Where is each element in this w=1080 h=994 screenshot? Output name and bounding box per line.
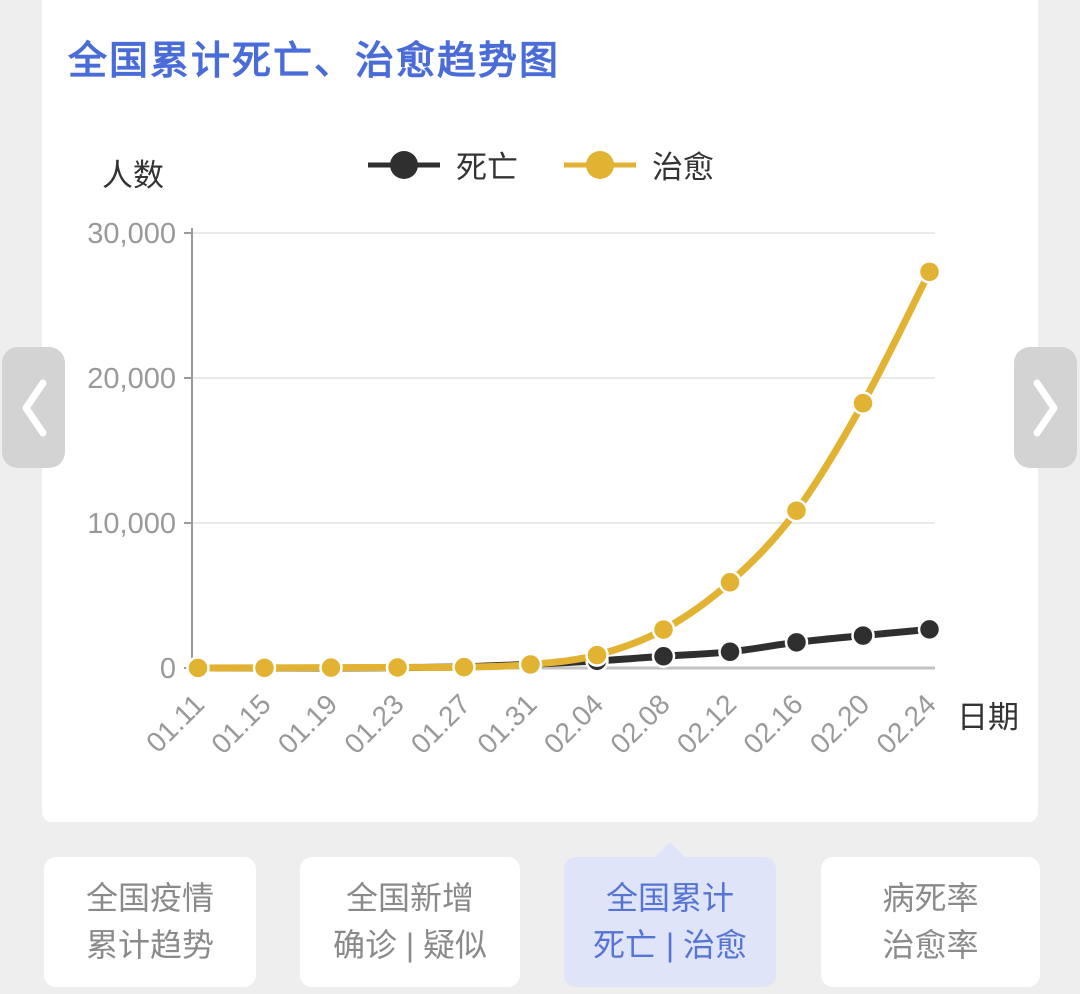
cured-data-point[interactable] [651,617,676,642]
cured-data-point[interactable] [252,656,277,680]
deaths-data-point[interactable] [718,640,742,664]
tab-label: 全国疫情 [85,880,214,916]
cured-data-point[interactable] [585,643,609,667]
tab-national-cumulative-death-cured[interactable]: 全国累计死亡 | 治愈 [564,842,776,987]
x-tick-label: 02.16 [737,688,808,759]
cured-series-line [194,268,933,672]
tab-label: 确诊 | 疑似 [332,927,488,963]
y-tick-label: 10,000 [87,508,176,540]
cured-data-point[interactable] [319,655,343,680]
tab-label: 全国新增 [345,880,474,916]
x-tick-label: 02.24 [870,688,941,759]
legend-item-cured[interactable]: 治愈 [562,142,714,187]
tab-national-new-confirmed-suspected[interactable]: 全国新增确诊 | 疑似 [300,857,520,987]
cured-data-point[interactable] [518,652,543,677]
x-tick-label: 01.23 [338,688,409,759]
legend-label: 治愈 [652,150,714,185]
chevron-left-icon [22,379,46,436]
y-axis-label: 人数 [102,158,164,193]
x-axis-label: 日期 [957,700,1019,735]
carousel-next-button[interactable] [1014,347,1077,468]
x-tick-label: 02.12 [671,688,742,759]
legend-marker-icon [368,150,440,179]
cured-data-point[interactable] [452,655,476,679]
tab-label: 病死率 [882,880,979,916]
x-tick-label: 01.11 [140,688,210,758]
cured-data-point[interactable] [851,391,875,415]
y-tick-label: 30,000 [87,218,176,250]
deaths-data-point[interactable] [851,623,875,648]
tab-label: 全国累计 [605,880,734,916]
y-tick-label: 20,000 [87,363,176,395]
chart-card: 全国累计死亡、治愈趋势图 死亡 治愈 人数 0 10,000 20,000 30,000… [42,0,1038,822]
x-tick-label: 01.27 [405,688,476,759]
x-tick-label: 01.31 [471,688,542,759]
legend-item-deaths[interactable]: 死亡 [366,142,518,187]
cured-data-point[interactable] [718,570,742,595]
x-tick-label: 02.08 [604,688,675,759]
cured-data-point[interactable] [385,655,410,680]
x-tick-label: 02.20 [804,688,875,759]
cured-data-point[interactable] [784,499,809,523]
tab-fatality-cure-rate[interactable]: 病死率 治愈率 [821,857,1040,987]
tab-bar: 全国疫情 累计趋势 全国新增 确诊 | 疑似 全国累计 死亡 | 治愈 病死率 治愈率 [0,822,1080,994]
chart-legend: 死亡 治愈 [42,142,1038,187]
cured-data-point[interactable] [186,656,210,680]
tab-label: 累计趋势 [85,927,214,963]
chevron-right-icon [1033,379,1057,436]
active-tab-pointer [654,842,686,858]
trend-plot: 010,00020,00030,00001.1101.1501.1901.230… [87,218,942,760]
x-tick-label: 01.15 [205,688,276,759]
x-tick-label: 02.04 [538,688,609,759]
x-tick-label: 01.19 [272,688,343,759]
carousel-prev-button[interactable] [2,347,65,468]
deaths-data-point[interactable] [917,617,942,642]
deaths-data-point[interactable] [784,630,809,655]
legend-marker-icon [564,150,636,179]
tab-label: 死亡 | 治愈 [592,927,748,963]
tab-label: 治愈率 [882,927,979,963]
y-tick-label: 0 [160,653,176,685]
chart-title: 全国累计死亡、治愈趋势图 [68,40,561,83]
legend-label: 死亡 [456,150,518,185]
deaths-data-point[interactable] [651,644,676,668]
cured-data-point[interactable] [917,260,942,284]
tab-national-cumulative-trend[interactable]: 全国疫情 累计趋势 [44,857,256,987]
